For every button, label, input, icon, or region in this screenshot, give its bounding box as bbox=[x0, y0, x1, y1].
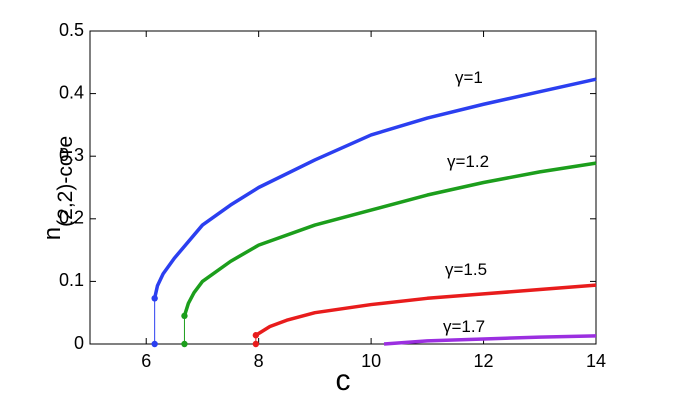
series-label: γ=1.5 bbox=[445, 260, 487, 279]
y-label-main: n bbox=[39, 227, 66, 240]
series-label: γ=1.2 bbox=[447, 152, 489, 171]
series-line bbox=[254, 283, 597, 337]
series-line bbox=[182, 161, 597, 317]
series-line bbox=[152, 77, 597, 299]
x-axis-label: c bbox=[336, 364, 351, 397]
y-label-sub: (2,2)-core bbox=[54, 136, 77, 227]
series-label: γ=1 bbox=[455, 68, 483, 87]
y-tick-label: 0.4 bbox=[59, 82, 84, 102]
y-tick-label: 0.5 bbox=[59, 20, 84, 40]
x-tick-label: 6 bbox=[141, 351, 151, 371]
x-tick-label: 10 bbox=[361, 351, 381, 371]
y-tick-label: 0 bbox=[74, 333, 84, 353]
series-label: γ=1.7 bbox=[443, 317, 485, 336]
x-tick-label: 8 bbox=[254, 351, 264, 371]
plot-frame bbox=[89, 30, 597, 345]
series-line bbox=[383, 334, 597, 346]
jump-point bbox=[252, 340, 260, 348]
x-tick-label: 14 bbox=[586, 351, 606, 371]
x-tick-label: 12 bbox=[474, 351, 494, 371]
y-tick-label: 0.1 bbox=[59, 270, 84, 290]
y-tick-label: 0.3 bbox=[59, 145, 84, 165]
y-tick-label: 0.2 bbox=[59, 208, 84, 228]
jump-point bbox=[181, 340, 188, 348]
y-axis-label: n(2,2)-core bbox=[39, 136, 77, 240]
jump-point bbox=[151, 340, 158, 348]
